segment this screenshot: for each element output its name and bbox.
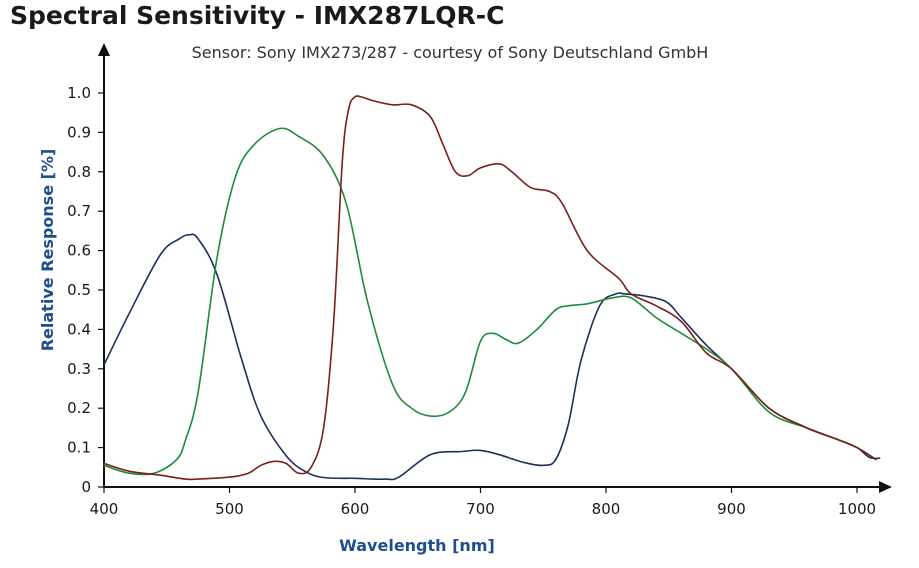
- y-tick-label: 0.9: [67, 123, 91, 141]
- y-tick-label: 0.7: [67, 202, 91, 220]
- blue-response-line: [103, 233, 881, 481]
- chart-axes: [98, 43, 892, 493]
- y-tick-label: 1.0: [67, 84, 91, 102]
- chart-title: Spectral Sensitivity - IMX287LQR-C: [10, 1, 505, 30]
- y-tick-label: 0.2: [67, 399, 91, 417]
- x-tick-label: 1000: [838, 500, 876, 518]
- green-response-line: [103, 127, 877, 476]
- x-tick-label: 600: [341, 500, 370, 518]
- x-tick-label: 800: [592, 500, 621, 518]
- x-axis-label: Wavelength [nm]: [339, 536, 495, 555]
- x-axis-ticks: 400 500 600 700 800 900 1000: [90, 487, 876, 518]
- y-tick-label: 0: [81, 478, 91, 496]
- x-tick-label: 400: [90, 500, 119, 518]
- x-tick-label: 900: [717, 500, 746, 518]
- x-tick-label: 500: [215, 500, 244, 518]
- y-tick-label: 0.5: [67, 281, 91, 299]
- y-tick-label: 0.6: [67, 242, 91, 260]
- y-tick-label: 0.4: [67, 320, 91, 338]
- y-tick-label: 0.8: [67, 163, 91, 181]
- chart-subtitle: Sensor: Sony IMX273/287 - courtesy of So…: [192, 43, 709, 62]
- y-axis-arrow: [98, 43, 110, 56]
- y-tick-label: 0.3: [67, 360, 91, 378]
- series-layer: [103, 95, 881, 481]
- y-axis-label: Relative Response [%]: [38, 149, 57, 352]
- red-response-line: [103, 95, 877, 481]
- y-axis-ticks: 0 0.1 0.2 0.3 0.4 0.5 0.6 0.7 0.8 0.9 1.0: [67, 84, 104, 496]
- x-axis-arrow: [879, 481, 892, 493]
- x-tick-label: 700: [466, 500, 495, 518]
- y-tick-label: 0.1: [67, 439, 91, 457]
